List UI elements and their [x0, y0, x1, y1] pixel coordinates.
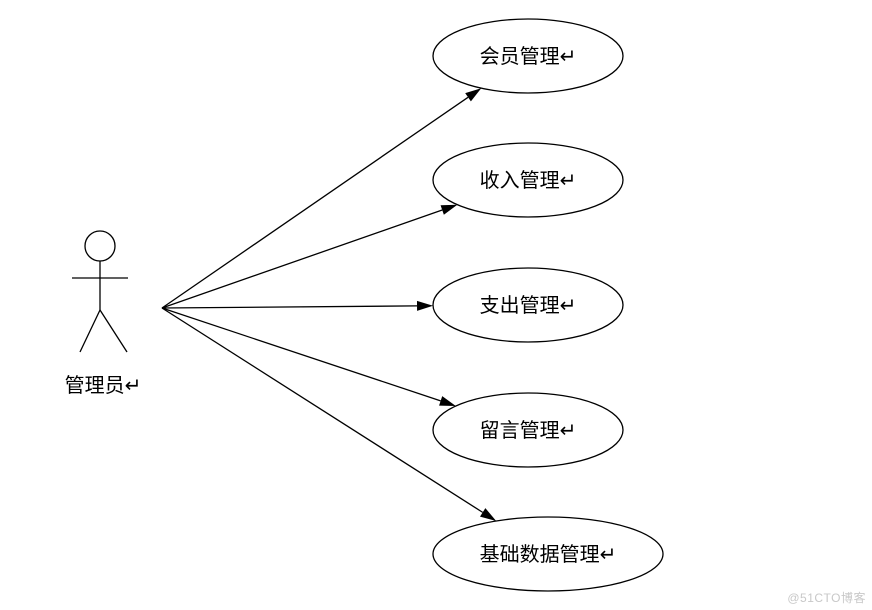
use-case-node: 基础数据管理↵	[433, 517, 663, 591]
use-case-node: 会员管理↵	[433, 19, 623, 93]
association-line	[162, 308, 441, 401]
actor: 管理员↵	[65, 231, 142, 397]
use-cases: 会员管理↵ 收入管理↵ 支出管理↵ 留言管理↵ 基础数据管理↵	[433, 19, 663, 591]
use-case-label: 会员管理↵	[480, 45, 577, 68]
actor-head-icon	[85, 231, 115, 261]
actor-leg-left-line	[80, 310, 100, 352]
actor-leg-right-line	[100, 310, 127, 352]
association-line	[162, 306, 417, 308]
use-case-node: 支出管理↵	[433, 268, 623, 342]
arrowhead-icon	[441, 205, 458, 215]
association-line	[162, 308, 483, 512]
arrowhead-icon	[480, 508, 496, 521]
association-line	[162, 97, 468, 308]
actor-label: 管理员↵	[65, 374, 142, 397]
use-case-label: 支出管理↵	[480, 294, 577, 317]
watermark-text: @51CTO博客	[787, 589, 866, 606]
use-case-node: 留言管理↵	[433, 393, 623, 467]
arrowhead-icon	[417, 301, 433, 311]
association-arrows	[162, 88, 496, 521]
use-case-label: 收入管理↵	[480, 169, 577, 192]
use-case-label: 基础数据管理↵	[480, 543, 617, 566]
use-case-label: 留言管理↵	[480, 419, 577, 442]
association-line	[162, 210, 442, 308]
use-case-node: 收入管理↵	[433, 143, 623, 217]
arrowhead-icon	[439, 396, 456, 406]
arrowhead-icon	[465, 88, 481, 101]
use-case-diagram: 管理员↵ 会员管理↵ 收入管理↵ 支出管理↵ 留言管理↵ 基础数据管理↵	[0, 0, 872, 610]
